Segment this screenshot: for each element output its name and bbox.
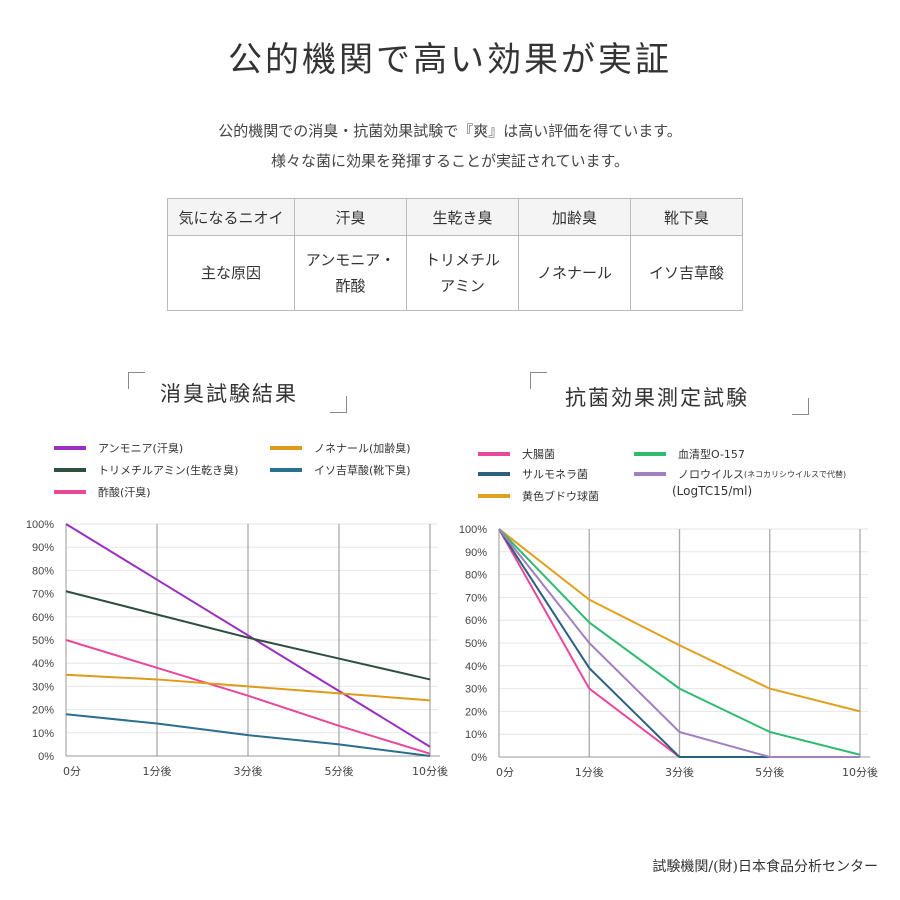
- x-tick-label: 5分後: [325, 764, 354, 778]
- series-line: [65, 713, 431, 757]
- footer-source: 試験機関/(財)日本食品分析センター: [652, 859, 878, 875]
- legend-item: 大腸菌: [478, 446, 555, 462]
- y-tick-label: 20%: [465, 706, 487, 718]
- y-tick-label: 70%: [32, 589, 54, 601]
- legend-label: 血清型O-157: [678, 448, 745, 461]
- x-tick-label: 1分後: [143, 764, 172, 778]
- bracket-decoration: [330, 396, 347, 413]
- y-tick-label: 40%: [32, 658, 54, 670]
- bracket-decoration: [530, 372, 547, 389]
- y-tick-label: 100%: [459, 524, 487, 536]
- y-tick-label: 40%: [465, 661, 487, 673]
- y-tick-label: 30%: [32, 681, 54, 693]
- antibacterial-chart-title: 抗菌効果測定試験: [565, 386, 749, 410]
- table-cell: 主な原因: [167, 235, 295, 311]
- y-tick-label: 80%: [32, 565, 54, 577]
- x-tick-label: 10分後: [412, 764, 448, 778]
- legend-label: アンモニア(汗臭): [98, 442, 184, 455]
- table-header: 汗臭: [294, 198, 407, 236]
- legend-item: トリメチルアミン(生乾き臭): [54, 462, 238, 478]
- y-tick-label: 60%: [32, 612, 54, 624]
- legend-label: 酢酸(汗臭): [98, 486, 151, 499]
- legend-item: 黄色ブドウ球菌: [478, 488, 599, 504]
- legend-item: ノロウイルス (ネコカリシウイルスで代替): [634, 466, 846, 482]
- legend-item: アンモニア(汗臭): [54, 440, 183, 456]
- y-tick-label: 80%: [465, 570, 487, 582]
- table-cell: アンモニア・ 酢酸: [294, 235, 407, 311]
- series-line: [498, 528, 861, 756]
- legend-item: ノネナール(加齢臭): [270, 440, 411, 456]
- y-tick-label: 0%: [38, 751, 54, 763]
- legend-swatch: [478, 494, 510, 498]
- table-cell: トリメチル アミン: [406, 235, 519, 311]
- y-tick-label: 100%: [26, 519, 54, 531]
- legend-item: 酢酸(汗臭): [54, 484, 151, 500]
- legend-swatch: [270, 446, 302, 450]
- legend-label: 大腸菌: [522, 448, 555, 461]
- deodorant-chart-title: 消臭試験結果: [160, 382, 298, 406]
- legend-label: イソ吉草酸(靴下臭): [314, 464, 411, 477]
- series-line: [65, 639, 431, 755]
- bracket-decoration: [128, 372, 145, 389]
- y-tick-label: 70%: [465, 592, 487, 604]
- table-cell: イソ吉草酸: [630, 235, 743, 311]
- legend-swatch: [54, 490, 86, 494]
- x-tick-label: 0分: [496, 766, 514, 779]
- x-tick-label: 10分後: [842, 765, 878, 779]
- table-cell: ノネナール: [518, 235, 631, 311]
- legend-item: サルモネラ菌: [478, 466, 588, 482]
- y-tick-label: 20%: [32, 705, 54, 717]
- lead-line: 様々な菌に効果を発揮することが実証されています。: [270, 152, 630, 170]
- legend-item: 血清型O-157: [634, 446, 745, 462]
- x-tick-label: 3分後: [234, 764, 263, 778]
- legend-label-note: (ネコカリシウイルスで代替): [744, 469, 847, 479]
- x-tick-label: 0分: [63, 765, 81, 778]
- series-line: [498, 528, 861, 713]
- y-tick-label: 0%: [471, 752, 487, 764]
- legend-label: 黄色ブドウ球菌: [522, 490, 599, 503]
- lead-line: 公的機関での消臭・抗菌効果試験で『爽』は高い評価を得ています。: [218, 122, 682, 140]
- legend-swatch: [634, 452, 666, 456]
- y-tick-label: 30%: [465, 684, 487, 696]
- y-tick-label: 50%: [465, 638, 487, 650]
- legend-label: ノロウイルス: [678, 468, 744, 481]
- legend-swatch: [634, 472, 666, 476]
- table-header: 靴下臭: [630, 198, 743, 236]
- page-title: 公的機関で高い効果が実証: [228, 40, 672, 80]
- legend-label: トリメチルアミン(生乾き臭): [98, 464, 239, 477]
- bracket-decoration: [792, 398, 809, 415]
- y-tick-label: 90%: [32, 542, 54, 554]
- legend-item: イソ吉草酸(靴下臭): [270, 462, 411, 478]
- x-tick-label: 3分後: [665, 765, 694, 779]
- legend-swatch: [54, 446, 86, 450]
- y-tick-label: 90%: [465, 547, 487, 559]
- unit-note: (LogTC15/ml): [672, 484, 753, 498]
- legend-swatch: [478, 452, 510, 456]
- x-tick-label: 1分後: [575, 765, 604, 779]
- odor-cause-table: 気になるニオイ 汗臭 生乾き臭 加齢臭 靴下臭 主な原因 アンモニア・ 酢酸 ト…: [167, 198, 743, 311]
- y-tick-label: 60%: [465, 615, 487, 627]
- legend-label: サルモネラ菌: [522, 468, 588, 481]
- series-line: [65, 673, 431, 702]
- y-tick-label: 10%: [32, 728, 54, 740]
- table-header: 加齢臭: [518, 198, 631, 236]
- x-tick-label: 5分後: [755, 765, 784, 779]
- series-line: [498, 528, 860, 758]
- legend-swatch: [270, 468, 302, 472]
- y-tick-label: 10%: [465, 729, 487, 741]
- lead-text: 公的機関での消臭・抗菌効果試験で『爽』は高い評価を得ています。 様々な菌に効果を…: [0, 116, 900, 176]
- y-tick-label: 50%: [32, 635, 54, 647]
- series-line: [65, 590, 431, 681]
- legend-swatch: [478, 472, 510, 476]
- legend-label: ノネナール(加齢臭): [314, 442, 411, 455]
- table-header: 生乾き臭: [406, 198, 519, 236]
- legend-swatch: [54, 468, 86, 472]
- series-line: [65, 523, 431, 748]
